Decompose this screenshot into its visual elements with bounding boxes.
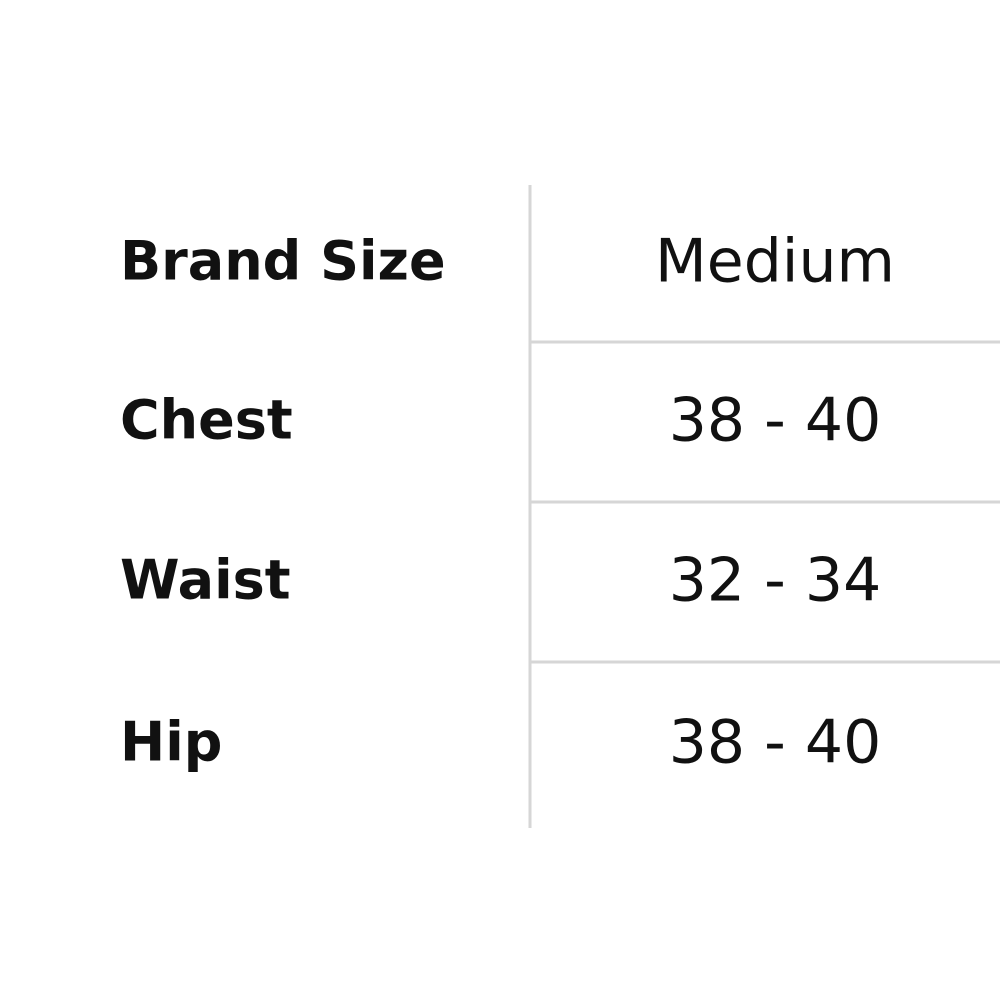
row-label: Brand Size	[120, 230, 446, 293]
row-value: 38 - 40	[669, 708, 882, 778]
row-label: Waist	[120, 549, 291, 612]
row-value: Medium	[655, 227, 895, 297]
row-label: Hip	[120, 711, 222, 774]
row-value: 38 - 40	[669, 386, 882, 456]
row-label: Chest	[120, 389, 293, 452]
row-value: 32 - 34	[669, 546, 882, 616]
